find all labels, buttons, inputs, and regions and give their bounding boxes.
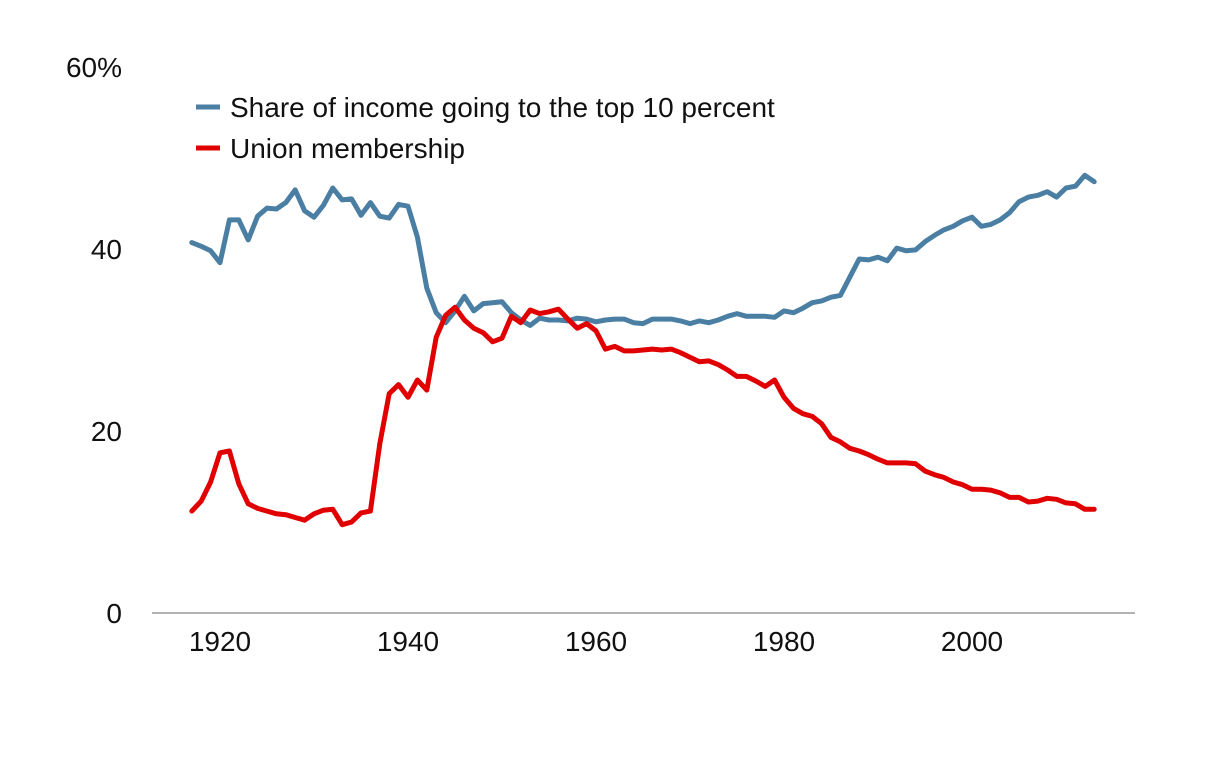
y-tick-label: 0 — [106, 598, 122, 629]
x-tick-label: 1980 — [753, 626, 815, 657]
series-line-union-membership — [189, 304, 1097, 528]
y-tick-label: 20 — [91, 416, 122, 447]
legend-label: Union membership — [230, 133, 465, 164]
legend-label: Share of income going to the top 10 perc… — [230, 92, 775, 123]
x-tick-label: 1920 — [189, 626, 251, 657]
y-tick-label: 60% — [66, 52, 122, 83]
series-line-top-10-income-share — [189, 172, 1097, 328]
x-tick-label: 1960 — [565, 626, 627, 657]
x-tick-label: 1940 — [377, 626, 439, 657]
x-tick-label: 2000 — [941, 626, 1003, 657]
y-tick-label: 40 — [91, 234, 122, 265]
